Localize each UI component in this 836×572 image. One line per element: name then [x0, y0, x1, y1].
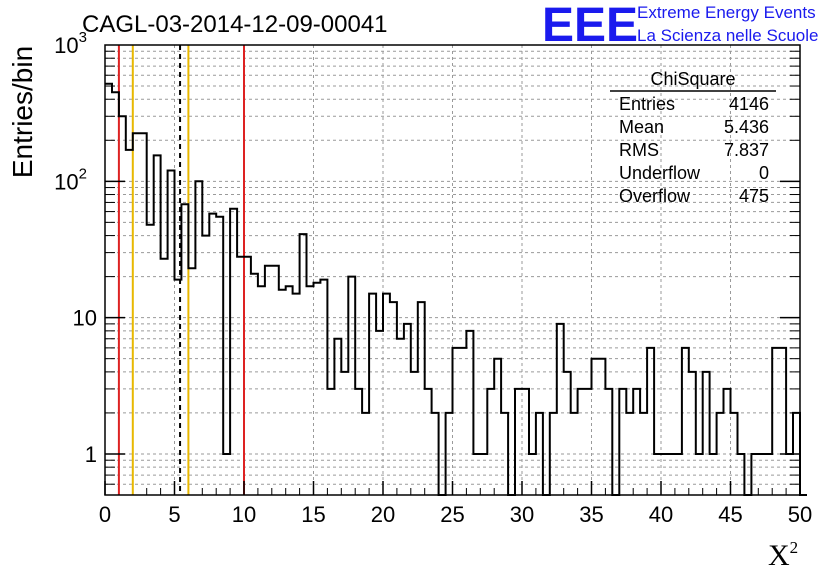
x-tick-label: 20 — [371, 502, 395, 527]
logo-mark: EEE — [542, 0, 638, 52]
grid — [105, 45, 800, 495]
x-axis-ticks: 0 5 10 15 20 25 30 35 40 45 50 — [99, 481, 812, 527]
y-axis-label: Entries/bin — [7, 46, 38, 178]
logo-line-2: La Scienza nelle Scuole — [637, 26, 818, 45]
stats-value-mean: 5.436 — [724, 117, 769, 137]
stats-box: ChiSquare Entries 4146 Mean 5.436 RMS 7.… — [610, 69, 776, 206]
x-tick-label: 10 — [232, 502, 256, 527]
stats-label-overflow: Overflow — [619, 186, 691, 206]
x-tick-label: 0 — [99, 502, 111, 527]
x-tick-label: 25 — [440, 502, 464, 527]
eee-logo: EEE Extreme Energy Events La Scienza nel… — [542, 0, 818, 52]
y-axis-ticks: 1 10 102 103 — [54, 29, 800, 496]
y-tick-label: 10 — [73, 306, 97, 331]
stats-value-underflow: 0 — [759, 163, 769, 183]
stats-label-underflow: Underflow — [619, 163, 701, 183]
x-tick-label: 5 — [168, 502, 180, 527]
x-axis-label-base: X — [768, 539, 790, 572]
x-tick-label: 35 — [579, 502, 603, 527]
x-tick-label: 30 — [510, 502, 534, 527]
x-axis-label-exponent: 2 — [790, 538, 799, 557]
stats-label-entries: Entries — [619, 94, 675, 114]
x-tick-label: 15 — [301, 502, 325, 527]
y-tick-label: 103 — [54, 29, 87, 58]
stats-value-entries: 4146 — [729, 94, 769, 114]
stats-label-mean: Mean — [619, 117, 664, 137]
y-tick-label: 1 — [85, 442, 97, 467]
x-tick-label: 50 — [788, 502, 812, 527]
reference-lines — [117, 45, 245, 495]
y-tick-label: 102 — [54, 165, 87, 194]
stats-value-overflow: 475 — [739, 186, 769, 206]
stats-value-rms: 7.837 — [724, 140, 769, 160]
stats-box-title: ChiSquare — [650, 69, 735, 89]
x-axis-label: X2 — [768, 538, 798, 572]
logo-line-1: Extreme Energy Events — [637, 3, 816, 22]
x-tick-label: 40 — [649, 502, 673, 527]
chart-title: CAGL-03-2014-12-09-00041 — [82, 11, 388, 38]
x-tick-label: 45 — [718, 502, 742, 527]
stats-label-rms: RMS — [619, 140, 659, 160]
